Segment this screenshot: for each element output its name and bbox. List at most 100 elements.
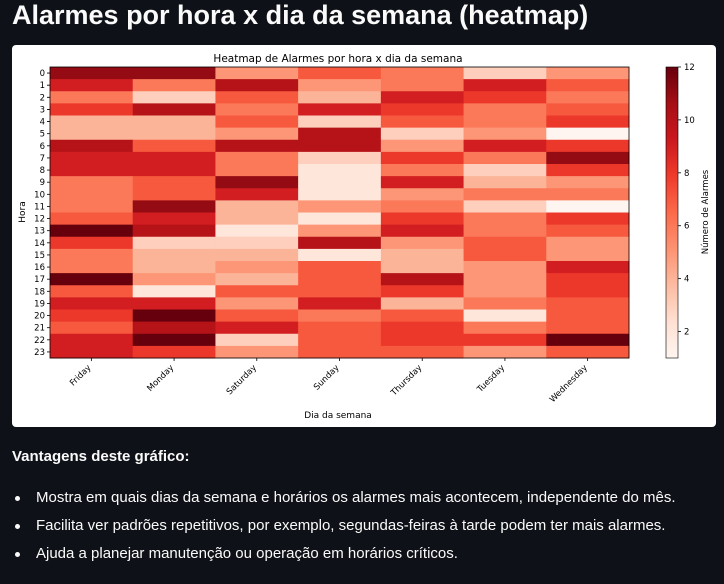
colorbar-tick-label: 12 [684, 63, 695, 73]
heatmap-cell [546, 67, 630, 80]
heatmap-cell [546, 79, 630, 92]
heatmap-cell [215, 67, 299, 80]
plot-frame [49, 66, 630, 359]
heatmap-cell [298, 345, 382, 359]
y-tick-label: 9 [40, 178, 45, 188]
chart-title: Heatmap de Alarmes por hora x dia da sem… [213, 53, 462, 65]
heatmap-cell [380, 79, 465, 92]
heatmap-cell [380, 103, 465, 117]
heatmap-cell [380, 212, 465, 226]
y-tick-label: 1 [40, 81, 45, 91]
heatmap-cell [132, 261, 216, 274]
heatmap-cell [463, 273, 547, 286]
heatmap-cell [298, 139, 382, 153]
heatmap-cell [215, 309, 299, 323]
heatmap-cell [463, 103, 547, 117]
heatmap-cell [50, 236, 134, 250]
heatmap-cell [298, 224, 382, 238]
y-tick-label: 0 [40, 69, 45, 79]
heatmap-cell [215, 139, 299, 153]
heatmap-cell [463, 321, 547, 335]
x-axis-ticks: Friday Monday Saturday Sunday Thursday Tuesda… [68, 358, 590, 405]
heatmap-cell [546, 200, 630, 214]
y-tick-label: 4 [40, 118, 45, 128]
heatmap-cell [215, 212, 299, 226]
colorbar-tick-label: 4 [684, 275, 689, 285]
y-tick-label: 2 [40, 93, 45, 103]
heatmap-cell [298, 321, 382, 335]
colorbar-tick-label: 8 [684, 169, 689, 179]
heatmap-cell [380, 164, 465, 177]
heatmap-cell [463, 333, 547, 347]
heatmap-cell [215, 285, 299, 298]
heatmap-cell [132, 273, 216, 286]
heatmap-cell [50, 139, 134, 153]
heatmap-cell [132, 212, 216, 226]
heatmap-cell [132, 164, 216, 177]
heatmap-cell [463, 176, 547, 189]
heatmap-cell [380, 333, 465, 347]
advantages-list: Mostra em quais dias da semana e horário… [12, 484, 712, 568]
heatmap-cell [298, 212, 382, 226]
y-tick-label: 18 [34, 287, 45, 297]
heatmap-cell [380, 127, 465, 141]
heatmap-cell [215, 151, 299, 165]
heatmap-cell [50, 345, 134, 359]
y-tick-label: 23 [34, 348, 45, 358]
heatmap-cell [215, 333, 299, 347]
heatmap-cell [546, 236, 630, 250]
y-tick-label: 13 [34, 227, 45, 237]
heatmap-cells [50, 67, 630, 359]
heatmap-cell [50, 176, 134, 189]
y-tick-label: 6 [40, 142, 45, 152]
y-tick-label: 3 [40, 105, 45, 115]
heatmap-cell [132, 151, 216, 165]
heatmap-cell [463, 79, 547, 92]
page-title: Alarmes por hora x dia da semana (heatma… [12, 0, 589, 30]
heatmap-cell [50, 297, 134, 311]
heatmap-cell [546, 248, 630, 262]
heatmap-cell [132, 333, 216, 347]
heatmap-cell [215, 345, 299, 359]
heatmap-cell [132, 139, 216, 153]
heatmap-cell [546, 345, 630, 359]
heatmap-cell [463, 248, 547, 262]
y-axis-label: Hora [18, 201, 28, 223]
heatmap-cell [215, 236, 299, 250]
heatmap-cell [380, 139, 465, 153]
heatmap-cell [546, 285, 630, 298]
heatmap-cell [463, 139, 547, 153]
y-tick-label: 5 [40, 130, 45, 140]
heatmap-cell [380, 188, 465, 201]
heatmap-cell [215, 297, 299, 311]
heatmap-cell [298, 285, 382, 298]
x-tick-label: Monday [145, 363, 176, 394]
heatmap-cell [215, 91, 299, 104]
heatmap-cell [298, 236, 382, 250]
heatmap-cell [546, 139, 630, 153]
heatmap-cell [298, 79, 382, 92]
heatmap-cell [546, 273, 630, 286]
heatmap-cell [463, 212, 547, 226]
list-item: Ajuda a planejar manutenção ou operação … [12, 540, 712, 568]
heatmap-cell [463, 200, 547, 214]
heatmap-cell [380, 176, 465, 189]
heatmap-cell [298, 91, 382, 104]
y-tick-label: 11 [34, 202, 45, 212]
heatmap-chart: Heatmap de Alarmes por hora x dia da sem… [12, 45, 716, 427]
x-tick-label: Thursday [389, 363, 425, 399]
heatmap-cell [546, 103, 630, 117]
heatmap-cell [546, 91, 630, 104]
heatmap-cell [380, 248, 465, 262]
list-item-text: Mostra em quais dias da semana e horário… [36, 489, 676, 506]
heatmap-cell [546, 333, 630, 347]
heatmap-cell [50, 224, 134, 238]
heatmap-cell [215, 188, 299, 201]
heatmap-cell [546, 188, 630, 201]
heatmap-cell [380, 115, 465, 129]
heatmap-cell [463, 151, 547, 165]
x-axis-label: Dia da semana [304, 411, 372, 421]
heatmap-cell [132, 285, 216, 298]
heatmap-cell [50, 261, 134, 274]
